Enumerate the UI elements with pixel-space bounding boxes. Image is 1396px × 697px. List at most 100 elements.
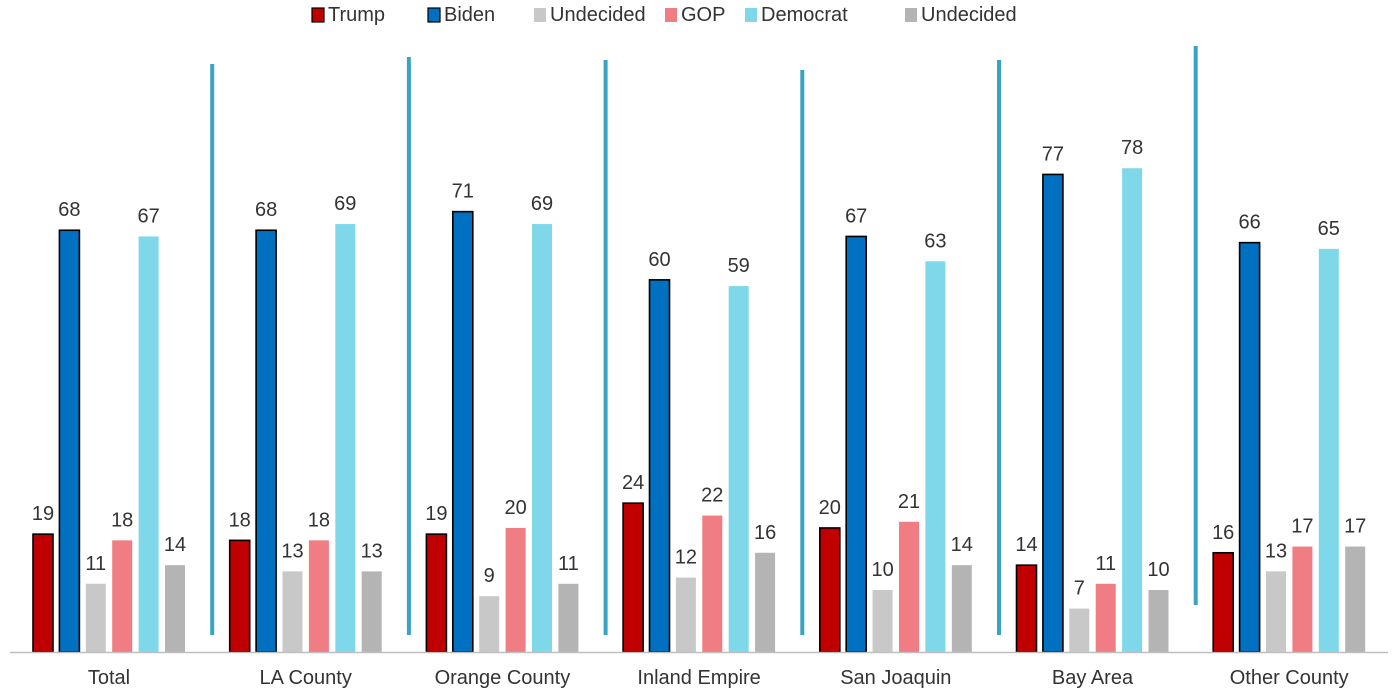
data-label: 19 bbox=[425, 503, 447, 525]
data-label: 18 bbox=[308, 509, 330, 531]
bar-biden bbox=[59, 230, 79, 652]
data-label: 67 bbox=[845, 205, 867, 227]
data-label: 14 bbox=[951, 534, 973, 556]
bar-gop bbox=[309, 540, 329, 652]
data-label: 18 bbox=[229, 509, 251, 531]
bar-gop bbox=[1292, 547, 1312, 652]
x-tick-label: Inland Empire bbox=[637, 667, 760, 689]
data-label: 69 bbox=[334, 193, 356, 215]
data-labels: 1968111867141868131869131971920691124601… bbox=[32, 137, 1366, 599]
bar-democrat bbox=[532, 224, 552, 652]
data-label: 20 bbox=[819, 497, 841, 519]
x-tick-label: Other County bbox=[1230, 667, 1349, 689]
data-label: 17 bbox=[1344, 516, 1366, 538]
data-label: 69 bbox=[531, 193, 553, 215]
data-label: 10 bbox=[1147, 559, 1169, 581]
legend-swatch-biden bbox=[428, 8, 440, 22]
data-label: 9 bbox=[484, 565, 495, 587]
bar-undecided bbox=[1345, 547, 1365, 652]
bar-biden bbox=[846, 236, 866, 652]
bar-democrat bbox=[1319, 249, 1339, 652]
bar-undecided bbox=[873, 590, 893, 652]
bar-democrat bbox=[925, 261, 945, 652]
data-label: 60 bbox=[648, 249, 670, 271]
bar-trump bbox=[623, 503, 643, 652]
bar-undecided bbox=[1266, 571, 1286, 652]
data-label: 71 bbox=[452, 181, 474, 203]
legend-swatch-undecided bbox=[905, 8, 917, 22]
bar-democrat bbox=[139, 236, 159, 652]
bar-trump bbox=[1017, 565, 1037, 652]
bar-democrat bbox=[335, 224, 355, 652]
legend-swatch-gop bbox=[665, 8, 677, 22]
data-label: 21 bbox=[898, 491, 920, 513]
bar-undecided bbox=[558, 584, 578, 652]
data-label: 14 bbox=[164, 534, 186, 556]
data-label: 22 bbox=[701, 485, 723, 507]
data-label: 24 bbox=[622, 472, 644, 494]
bar-trump bbox=[33, 534, 53, 652]
legend-label-undecided: Undecided bbox=[921, 4, 1017, 26]
bar-biden bbox=[1240, 243, 1260, 652]
legend-swatch-undecided bbox=[534, 8, 546, 22]
x-tick-label: San Joaquin bbox=[840, 667, 951, 689]
data-label: 63 bbox=[924, 230, 946, 252]
legend-label-gop: GOP bbox=[681, 4, 725, 26]
bar-biden bbox=[650, 280, 670, 652]
bar-biden bbox=[256, 230, 276, 652]
data-label: 65 bbox=[1318, 218, 1340, 240]
data-label: 10 bbox=[871, 559, 893, 581]
data-label: 13 bbox=[361, 540, 383, 562]
data-label: 68 bbox=[58, 199, 80, 221]
x-tick-label: Total bbox=[88, 667, 130, 689]
data-label: 19 bbox=[32, 503, 54, 525]
bar-undecided bbox=[283, 571, 303, 652]
bar-democrat bbox=[729, 286, 749, 652]
bar-undecided bbox=[165, 565, 185, 652]
legend-label-democrat: Democrat bbox=[761, 4, 848, 26]
data-label: 77 bbox=[1042, 143, 1064, 165]
data-label: 18 bbox=[111, 509, 133, 531]
bar-gop bbox=[1096, 584, 1116, 652]
bar-undecided bbox=[755, 553, 775, 652]
legend-label-trump: Trump bbox=[328, 4, 385, 26]
bar-gop bbox=[702, 516, 722, 652]
bar-undecided bbox=[676, 578, 696, 652]
bar-undecided bbox=[952, 565, 972, 652]
bar-trump bbox=[230, 540, 250, 652]
legend-label-biden: Biden bbox=[444, 4, 495, 26]
bar-gop bbox=[899, 522, 919, 652]
bar-undecided bbox=[362, 571, 382, 652]
bar-undecided bbox=[86, 584, 106, 652]
data-label: 11 bbox=[558, 553, 579, 575]
data-label: 13 bbox=[1265, 540, 1287, 562]
bar-gop bbox=[506, 528, 526, 652]
x-axis: Total LA County Orange County Inland Empire… bbox=[10, 653, 1388, 690]
bar-undecided bbox=[1149, 590, 1169, 652]
bar-trump bbox=[1213, 553, 1233, 652]
legend-swatch-democrat bbox=[745, 8, 757, 22]
data-label: 59 bbox=[728, 255, 750, 277]
data-label: 67 bbox=[137, 205, 159, 227]
data-label: 13 bbox=[281, 540, 303, 562]
bar-trump bbox=[426, 534, 446, 652]
data-label: 16 bbox=[1212, 522, 1234, 544]
data-label: 20 bbox=[504, 497, 526, 519]
data-label: 11 bbox=[1095, 553, 1116, 575]
bar-undecided bbox=[1069, 609, 1089, 652]
data-label: 14 bbox=[1015, 534, 1037, 556]
data-label: 12 bbox=[675, 547, 697, 569]
bar-gop bbox=[112, 540, 132, 652]
data-label: 11 bbox=[85, 553, 106, 575]
data-label: 66 bbox=[1238, 212, 1260, 234]
data-label: 17 bbox=[1291, 516, 1313, 538]
data-label: 7 bbox=[1074, 578, 1085, 600]
x-tick-label: LA County bbox=[260, 667, 352, 689]
bar-biden bbox=[1043, 174, 1063, 652]
x-tick-label: Orange County bbox=[435, 667, 571, 689]
bar-trump bbox=[820, 528, 840, 652]
data-label: 16 bbox=[754, 522, 776, 544]
legend: Trump Biden Undecided GOP Democrat Undecided bbox=[312, 4, 1017, 26]
